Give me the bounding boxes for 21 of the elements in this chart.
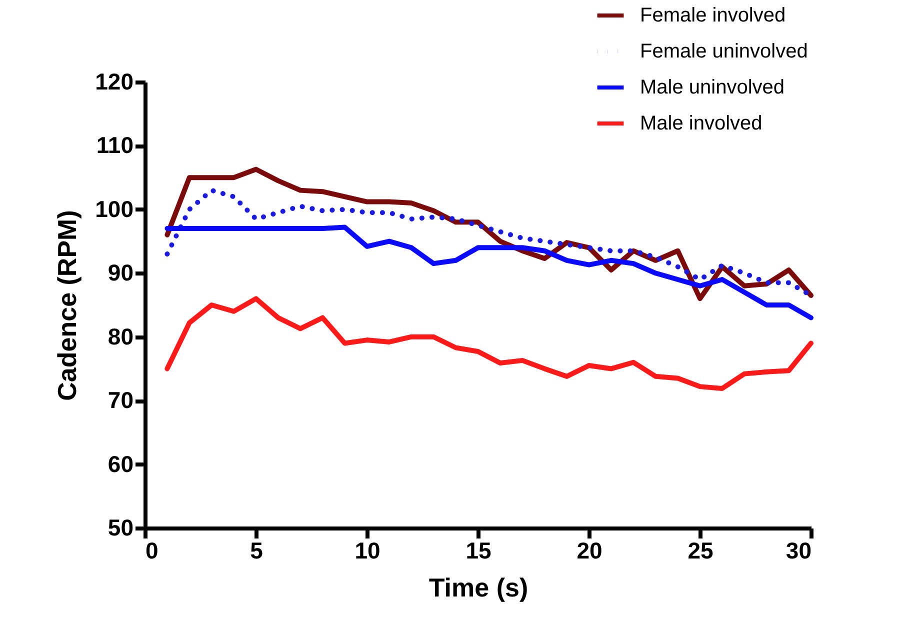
legend-label: Male involved xyxy=(640,112,762,134)
x-tick-label: 20 xyxy=(576,538,602,564)
x-tick-label: 25 xyxy=(688,538,714,564)
y-tick-label: 60 xyxy=(108,450,134,477)
x-axis-title: Time (s) xyxy=(428,572,528,602)
legend-label: Female involved xyxy=(640,4,786,26)
x-tick-label: 0 xyxy=(146,538,158,564)
x-tick-label: 5 xyxy=(250,538,264,564)
x-tick-label: 10 xyxy=(354,538,380,564)
x-tick-label: 15 xyxy=(466,538,492,564)
y-tick-label: 110 xyxy=(96,132,134,158)
legend-label: Male uninvolved xyxy=(640,76,785,98)
y-tick-label: 120 xyxy=(95,68,134,94)
legend-label: Female uninvolved xyxy=(640,40,808,62)
y-tick-label: 70 xyxy=(108,387,134,414)
y-tick-label: 50 xyxy=(108,514,134,540)
y-tick-label: 80 xyxy=(108,323,134,350)
x-tick-label: 30 xyxy=(786,538,812,564)
y-tick-label: 90 xyxy=(108,260,134,286)
y-axis-title: Cadence (RPM) xyxy=(52,210,82,401)
y-tick-label: 100 xyxy=(95,196,134,222)
